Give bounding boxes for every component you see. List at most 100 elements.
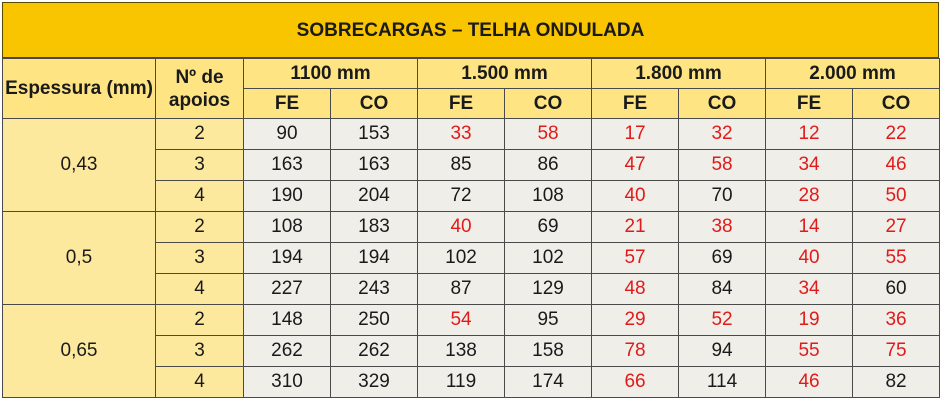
co-value-cell: 32 bbox=[678, 118, 767, 150]
table-row: 0,65 2 148 250 54 95 29 52 19 36 bbox=[2, 304, 941, 398]
fe-value-cell: 90 bbox=[243, 118, 331, 150]
co-value-cell: 250 bbox=[329, 304, 419, 336]
fe-value-cell: 55 bbox=[765, 335, 854, 367]
header-fe: FE bbox=[591, 88, 680, 119]
header-span-2000: 2.000 mm bbox=[765, 58, 941, 89]
fe-value-cell: 48 bbox=[591, 273, 680, 305]
co-value-cell: 58 bbox=[504, 118, 593, 150]
fe-value-cell: 87 bbox=[417, 273, 506, 305]
fe-value-cell: 262 bbox=[243, 335, 331, 367]
table-title: SOBRECARGAS – TELHA ONDULADA bbox=[2, 2, 939, 58]
fe-value-cell: 40 bbox=[591, 180, 680, 212]
fe-value-cell: 66 bbox=[591, 366, 680, 398]
apoios-cell: 3 bbox=[155, 335, 244, 367]
fe-value-cell: 14 bbox=[765, 211, 854, 243]
header-span-1800: 1.800 mm bbox=[591, 58, 767, 89]
apoios-cell: 3 bbox=[155, 149, 244, 181]
fe-value-cell: 72 bbox=[417, 180, 506, 212]
apoios-cell: 2 bbox=[155, 211, 244, 243]
apoios-cell: 3 bbox=[155, 242, 244, 274]
co-value-cell: 22 bbox=[852, 118, 941, 150]
co-value-cell: 183 bbox=[329, 211, 419, 243]
fe-value-cell: 194 bbox=[243, 242, 331, 274]
fe-value-cell: 34 bbox=[765, 273, 854, 305]
fe-value-cell: 54 bbox=[417, 304, 506, 336]
header-co: CO bbox=[329, 88, 419, 119]
co-value-cell: 94 bbox=[678, 335, 767, 367]
co-value-cell: 102 bbox=[504, 242, 593, 274]
co-value-cell: 69 bbox=[678, 242, 767, 274]
co-value-cell: 108 bbox=[504, 180, 593, 212]
co-value-cell: 158 bbox=[504, 335, 593, 367]
co-value-cell: 75 bbox=[852, 335, 941, 367]
co-value-cell: 38 bbox=[678, 211, 767, 243]
co-value-cell: 55 bbox=[852, 242, 941, 274]
co-value-cell: 194 bbox=[329, 242, 419, 274]
header-co: CO bbox=[678, 88, 767, 119]
load-table: Espessura (mm) Nº de apoios 1100 mm 1.50… bbox=[2, 58, 941, 398]
fe-value-cell: 28 bbox=[765, 180, 854, 212]
fe-value-cell: 47 bbox=[591, 149, 680, 181]
co-value-cell: 329 bbox=[329, 366, 419, 398]
fe-value-cell: 78 bbox=[591, 335, 680, 367]
espessura-cell: 0,43 bbox=[2, 118, 156, 212]
fe-value-cell: 57 bbox=[591, 242, 680, 274]
table-row: 4 227 243 87 129 48 84 34 60 bbox=[3, 273, 941, 305]
co-value-cell: 27 bbox=[852, 211, 941, 243]
table-body: 0,43 2 90 153 33 58 17 32 12 22 3 163 163 85 86 47 58 34 4… bbox=[2, 118, 941, 398]
co-value-cell: 95 bbox=[504, 304, 593, 336]
co-value-cell: 46 bbox=[852, 149, 941, 181]
fe-value-cell: 40 bbox=[765, 242, 854, 274]
header-fe: FE bbox=[765, 88, 854, 119]
fe-value-cell: 108 bbox=[243, 211, 331, 243]
co-value-cell: 52 bbox=[678, 304, 767, 336]
fe-value-cell: 102 bbox=[417, 242, 506, 274]
fe-value-cell: 17 bbox=[591, 118, 680, 150]
espessura-cell: 0,5 bbox=[2, 211, 156, 305]
header-fe: FE bbox=[243, 88, 331, 119]
fe-value-cell: 148 bbox=[243, 304, 331, 336]
table-row: 4 190 204 72 108 40 70 28 50 bbox=[3, 180, 941, 212]
co-value-cell: 153 bbox=[329, 118, 419, 150]
co-value-cell: 243 bbox=[329, 273, 419, 305]
fe-value-cell: 21 bbox=[591, 211, 680, 243]
fe-value-cell: 190 bbox=[243, 180, 331, 212]
apoios-cell: 4 bbox=[155, 273, 244, 305]
espessura-cell: 0,65 bbox=[2, 304, 156, 398]
co-value-cell: 163 bbox=[329, 149, 419, 181]
apoios-cell: 4 bbox=[155, 366, 244, 398]
co-value-cell: 114 bbox=[678, 366, 767, 398]
header-apoios: Nº de apoios bbox=[155, 58, 244, 119]
fe-value-cell: 12 bbox=[765, 118, 854, 150]
table-row: 4 310 329 119 174 66 114 46 82 bbox=[3, 366, 941, 398]
co-value-cell: 36 bbox=[852, 304, 941, 336]
fe-value-cell: 227 bbox=[243, 273, 331, 305]
co-value-cell: 69 bbox=[504, 211, 593, 243]
fe-value-cell: 34 bbox=[765, 149, 854, 181]
fe-value-cell: 138 bbox=[417, 335, 506, 367]
table-row: 3 262 262 138 158 78 94 55 75 bbox=[3, 335, 941, 367]
header-co: CO bbox=[852, 88, 941, 119]
co-value-cell: 58 bbox=[678, 149, 767, 181]
fe-value-cell: 85 bbox=[417, 149, 506, 181]
apoios-cell: 4 bbox=[155, 180, 244, 212]
header-fe: FE bbox=[417, 88, 506, 119]
fe-value-cell: 163 bbox=[243, 149, 331, 181]
co-value-cell: 129 bbox=[504, 273, 593, 305]
co-value-cell: 82 bbox=[852, 366, 941, 398]
fe-value-cell: 46 bbox=[765, 366, 854, 398]
fe-value-cell: 29 bbox=[591, 304, 680, 336]
fe-value-cell: 33 bbox=[417, 118, 506, 150]
fe-value-cell: 119 bbox=[417, 366, 506, 398]
co-value-cell: 70 bbox=[678, 180, 767, 212]
table-row: 3 194 194 102 102 57 69 40 55 bbox=[3, 242, 941, 274]
fe-value-cell: 40 bbox=[417, 211, 506, 243]
co-value-cell: 86 bbox=[504, 149, 593, 181]
table-row: 0,43 2 90 153 33 58 17 32 12 22 bbox=[2, 118, 941, 212]
co-value-cell: 60 bbox=[852, 273, 941, 305]
co-value-cell: 204 bbox=[329, 180, 419, 212]
table-row: 0,5 2 108 183 40 69 21 38 14 27 bbox=[2, 211, 941, 305]
apoios-cell: 2 bbox=[155, 118, 244, 150]
header-co: CO bbox=[504, 88, 593, 119]
